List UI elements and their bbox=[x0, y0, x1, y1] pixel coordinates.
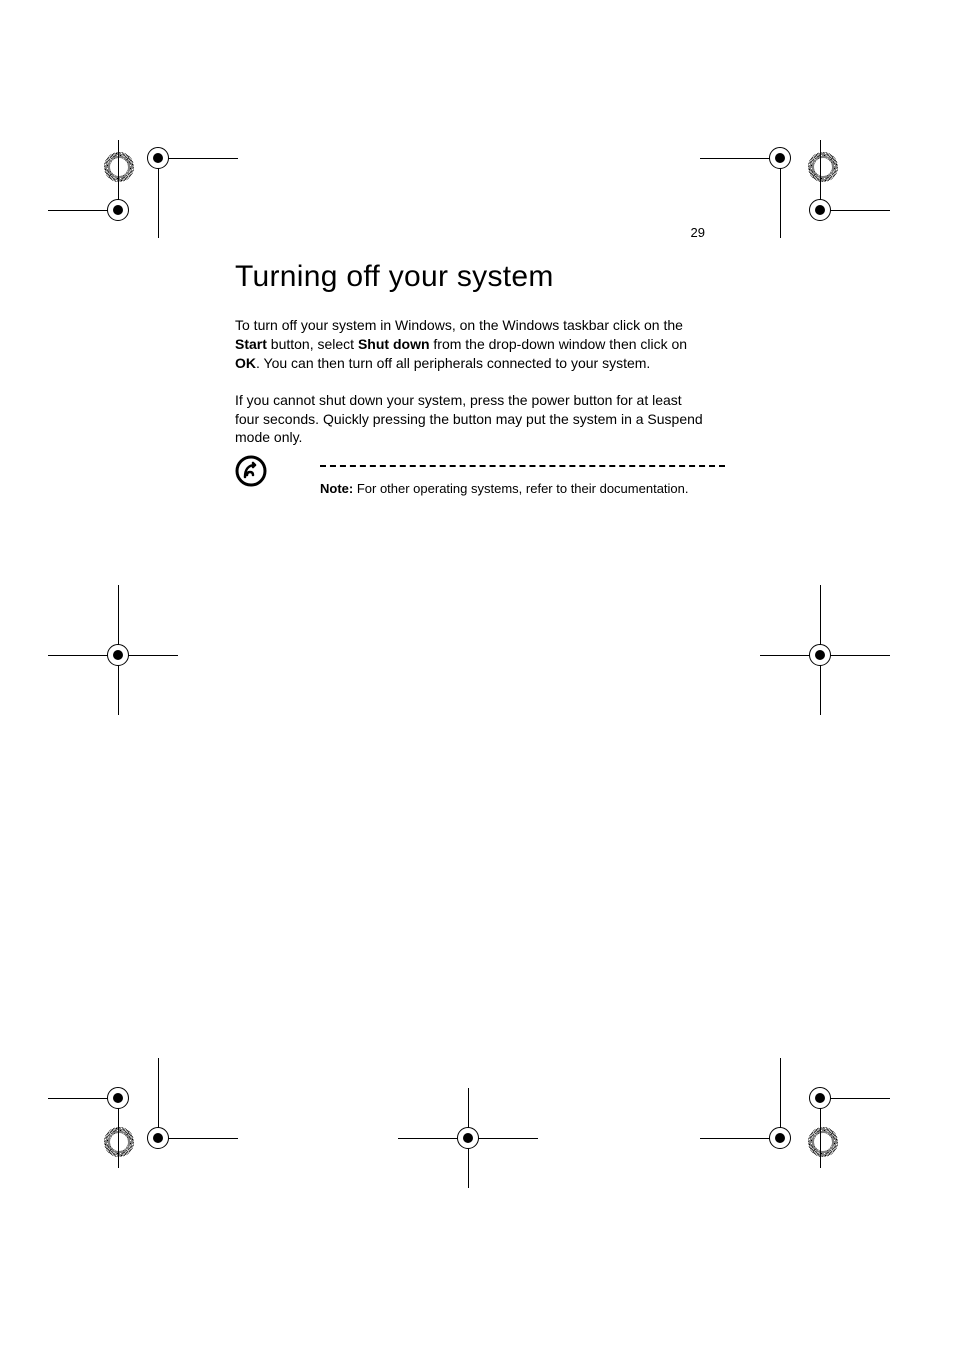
note-body: For other operating systems, refer to th… bbox=[353, 481, 688, 496]
registration-mark bbox=[750, 128, 810, 188]
registration-mark bbox=[88, 625, 148, 685]
corner-ornament bbox=[808, 152, 838, 182]
registration-mark bbox=[750, 1108, 810, 1168]
note-icon bbox=[235, 455, 267, 492]
para1-mid2: from the drop-down window then click on bbox=[430, 336, 688, 352]
registration-mark bbox=[438, 1108, 498, 1168]
para1-bold-shutdown: Shut down bbox=[358, 336, 430, 352]
note-divider bbox=[320, 465, 725, 467]
registration-mark bbox=[88, 180, 148, 240]
note-label: Note: bbox=[320, 481, 353, 496]
page-title: Turning off your system bbox=[235, 260, 705, 294]
paragraph-2: If you cannot shut down your system, pre… bbox=[235, 391, 705, 448]
registration-mark bbox=[790, 180, 850, 240]
registration-mark bbox=[128, 1108, 188, 1168]
registration-mark bbox=[790, 625, 850, 685]
para1-bold-start: Start bbox=[235, 336, 267, 352]
para1-bold-ok: OK bbox=[235, 355, 256, 371]
page-number: 29 bbox=[691, 225, 705, 240]
para1-pre: To turn off your system in Windows, on t… bbox=[235, 317, 683, 333]
registration-mark bbox=[128, 128, 188, 188]
note-text: Note: For other operating systems, refer… bbox=[320, 481, 705, 498]
note-block: Note: For other operating systems, refer… bbox=[235, 465, 705, 498]
corner-ornament bbox=[808, 1127, 838, 1157]
para1-post: . You can then turn off all peripherals … bbox=[256, 355, 650, 371]
para1-mid1: button, select bbox=[267, 336, 358, 352]
page-content: 29 Turning off your system To turn off y… bbox=[235, 225, 705, 498]
paragraph-1: To turn off your system in Windows, on t… bbox=[235, 316, 705, 373]
